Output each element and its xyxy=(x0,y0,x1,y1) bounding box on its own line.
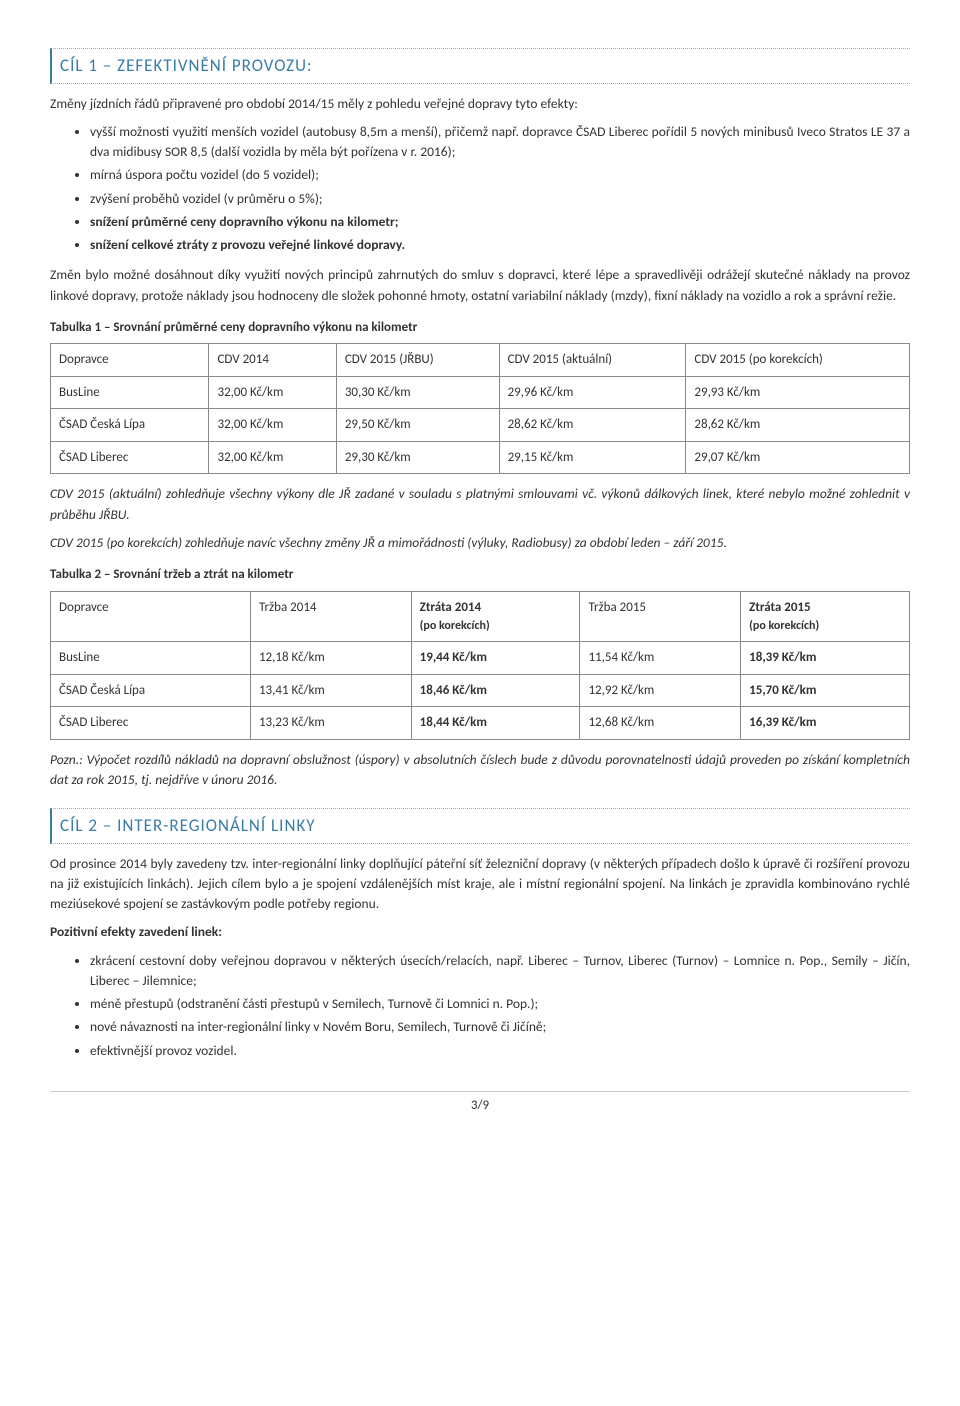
table-row: ČSAD Liberec32,00 Kč/km29,30 Kč/km29,15 … xyxy=(51,441,910,474)
table-row: ČSAD Česká Lípa13,41 Kč/km18,46 Kč/km12,… xyxy=(51,674,910,707)
table-1-note-1: CDV 2015 (aktuální) zohledňuje všechny v… xyxy=(50,484,910,525)
table-cell: 32,00 Kč/km xyxy=(209,376,336,409)
page-footer: 3/9 xyxy=(50,1091,910,1116)
table-cell: 19,44 Kč/km xyxy=(411,642,580,675)
table-cell: 28,62 Kč/km xyxy=(686,409,910,442)
table-header: Dopravce xyxy=(51,344,209,377)
table-cell: 28,62 Kč/km xyxy=(499,409,686,442)
list-item: zvýšení proběhů vozidel (v průměru o 5%)… xyxy=(90,189,910,209)
table-row: BusLine32,00 Kč/km30,30 Kč/km29,96 Kč/km… xyxy=(51,376,910,409)
table-header: Ztráta 2015(po korekcích) xyxy=(741,591,910,642)
list-item: vyšší možnosti využití menších vozidel (… xyxy=(90,122,910,163)
section-2-title: CÍL 2 – INTER-REGIONÁLNÍ LINKY xyxy=(50,808,910,844)
table-row: BusLine12,18 Kč/km19,44 Kč/km11,54 Kč/km… xyxy=(51,642,910,675)
section-2-subhead: Pozitivní efekty zavedení linek: xyxy=(50,922,910,942)
table-cell: 29,93 Kč/km xyxy=(686,376,910,409)
table-cell: 30,30 Kč/km xyxy=(336,376,499,409)
table-cell: 12,18 Kč/km xyxy=(250,642,411,675)
table-2: DopravceTržba 2014Ztráta 2014(po korekcí… xyxy=(50,591,910,740)
list-item: zkrácení cestovní doby veřejnou dopravou… xyxy=(90,951,910,992)
table-row: ČSAD Liberec13,23 Kč/km18,44 Kč/km12,68 … xyxy=(51,707,910,740)
table-header: CDV 2014 xyxy=(209,344,336,377)
table-header: Tržba 2014 xyxy=(250,591,411,642)
table-cell: 29,07 Kč/km xyxy=(686,441,910,474)
table-header: Tržba 2015 xyxy=(580,591,741,642)
table-cell: 32,00 Kč/km xyxy=(209,409,336,442)
table-cell: ČSAD Česká Lípa xyxy=(51,409,209,442)
table-header: CDV 2015 (aktuální) xyxy=(499,344,686,377)
table-1-caption: Tabulka 1 – Srovnání průměrné ceny dopra… xyxy=(50,318,910,338)
list-item: mírná úspora počtu vozidel (do 5 vozidel… xyxy=(90,165,910,185)
table-cell: 15,70 Kč/km xyxy=(741,674,910,707)
table-cell: 18,39 Kč/km xyxy=(741,642,910,675)
list-item: snížení průměrné ceny dopravního výkonu … xyxy=(90,212,910,232)
table-cell: 18,46 Kč/km xyxy=(411,674,580,707)
list-item: efektivnější provoz vozidel. xyxy=(90,1041,910,1061)
section-1-title: CÍL 1 – ZEFEKTIVNĚNÍ PROVOZU: xyxy=(50,48,910,84)
table-cell: 18,44 Kč/km xyxy=(411,707,580,740)
section-2-para1: Od prosince 2014 byly zavedeny tzv. inte… xyxy=(50,854,910,915)
table-cell: 11,54 Kč/km xyxy=(580,642,741,675)
table-cell: BusLine xyxy=(51,642,251,675)
table-cell: ČSAD Liberec xyxy=(51,707,251,740)
section-1-bullets: vyšší možnosti využití menších vozidel (… xyxy=(50,122,910,256)
table-row: ČSAD Česká Lípa32,00 Kč/km29,50 Kč/km28,… xyxy=(51,409,910,442)
table-cell: 29,30 Kč/km xyxy=(336,441,499,474)
table-cell: BusLine xyxy=(51,376,209,409)
table-cell: 29,96 Kč/km xyxy=(499,376,686,409)
table-cell: ČSAD Liberec xyxy=(51,441,209,474)
table-cell: 29,15 Kč/km xyxy=(499,441,686,474)
section-1-para2: Změn bylo možné dosáhnout díky využití n… xyxy=(50,265,910,306)
table-cell: 16,39 Kč/km xyxy=(741,707,910,740)
table-cell: 13,41 Kč/km xyxy=(250,674,411,707)
table-cell: 32,00 Kč/km xyxy=(209,441,336,474)
table-cell: 12,92 Kč/km xyxy=(580,674,741,707)
table-1-note-2: CDV 2015 (po korekcích) zohledňuje navíc… xyxy=(50,533,910,553)
table-cell: 12,68 Kč/km xyxy=(580,707,741,740)
section-1-intro: Změny jízdních řádů připravené pro obdob… xyxy=(50,94,910,114)
table-2-note: Pozn.: Výpočet rozdílů nákladů na doprav… xyxy=(50,750,910,791)
table-header: CDV 2015 (JŘBU) xyxy=(336,344,499,377)
table-header: Ztráta 2014(po korekcích) xyxy=(411,591,580,642)
section-2-bullets: zkrácení cestovní doby veřejnou dopravou… xyxy=(50,951,910,1061)
table-1: DopravceCDV 2014CDV 2015 (JŘBU)CDV 2015 … xyxy=(50,343,910,474)
table-header: Dopravce xyxy=(51,591,251,642)
table-2-caption: Tabulka 2 – Srovnání tržeb a ztrát na ki… xyxy=(50,565,910,585)
table-cell: 29,50 Kč/km xyxy=(336,409,499,442)
list-item: méně přestupů (odstranění části přestupů… xyxy=(90,994,910,1014)
table-cell: 13,23 Kč/km xyxy=(250,707,411,740)
list-item: nové návaznosti na inter-regionální link… xyxy=(90,1017,910,1037)
table-cell: ČSAD Česká Lípa xyxy=(51,674,251,707)
list-item: snížení celkové ztráty z provozu veřejné… xyxy=(90,235,910,255)
table-header: CDV 2015 (po korekcích) xyxy=(686,344,910,377)
